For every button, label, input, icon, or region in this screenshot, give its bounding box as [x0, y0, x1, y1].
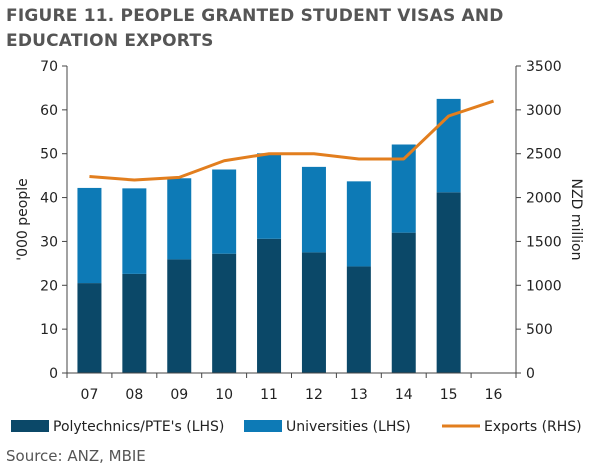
y-left-tick-label: 60	[40, 103, 58, 119]
y-left-tick-label: 0	[49, 366, 58, 382]
bar-universities-11	[257, 153, 282, 239]
source-note: Source: ANZ, MBIE	[6, 447, 146, 465]
bar-polytechnics-15	[436, 192, 461, 373]
legend-label-0: Polytechnics/PTE's (LHS)	[53, 419, 224, 435]
y-right-tick-label: 1500	[526, 234, 562, 250]
chart-title-line-2: EDUCATION EXPORTS	[6, 31, 214, 51]
x-tick-label-08: 08	[125, 387, 143, 403]
bar-universities-10	[212, 169, 237, 254]
bar-polytechnics-08	[122, 273, 147, 373]
bar-polytechnics-13	[346, 266, 371, 373]
chart-title-line-1: FIGURE 11. PEOPLE GRANTED STUDENT VISAS …	[6, 6, 504, 26]
x-tick-label-14: 14	[395, 387, 413, 403]
bar-universities-13	[346, 181, 371, 267]
bar-polytechnics-11	[257, 238, 282, 373]
x-tick-label-13: 13	[350, 387, 368, 403]
bar-universities-09	[167, 178, 192, 260]
y-axis-right-label: NZD million	[568, 179, 584, 261]
x-tick-label-10: 10	[215, 387, 233, 403]
chart-title: FIGURE 11. PEOPLE GRANTED STUDENT VISAS …	[6, 4, 594, 54]
axes-layer: 0 10 20 30 40 50 60 70 0 500 1000 1500 2000 2500 3000 3…	[15, 59, 584, 403]
x-tick-label-07: 07	[81, 387, 99, 403]
bar-universities-07	[77, 187, 102, 284]
x-tick-label-09: 09	[170, 387, 188, 403]
y-left-tick-label: 10	[40, 322, 58, 338]
y-left-tick-label: 30	[40, 234, 58, 250]
exports-line-layer	[89, 99, 495, 182]
bar-polytechnics-12	[301, 252, 326, 373]
x-tick-label-11: 11	[260, 387, 278, 403]
legend-swatch-1	[244, 420, 282, 432]
y-right-tick-label: 2500	[526, 147, 562, 163]
y-left-tick-label: 20	[40, 278, 58, 294]
y-axis-left-label: '000 people	[15, 178, 31, 260]
y-right-tick-label: 1000	[526, 278, 562, 294]
y-left-tick-label: 50	[40, 147, 58, 163]
y-left-tick-label: 70	[40, 59, 58, 75]
legend-label-2: Exports (RHS)	[484, 419, 582, 435]
exports-line	[89, 99, 495, 182]
y-right-tick-label: 3000	[526, 103, 562, 119]
y-right-tick-label: 2000	[526, 191, 562, 207]
bar-polytechnics-07	[77, 283, 102, 373]
bar-polytechnics-14	[391, 232, 416, 373]
x-tick-label-15: 15	[440, 387, 458, 403]
y-right-tick-label: 0	[526, 366, 535, 382]
y-right-tick-label: 3500	[526, 59, 562, 75]
x-tick-label-12: 12	[305, 387, 323, 403]
bar-universities-08	[122, 188, 147, 274]
bar-polytechnics-10	[212, 253, 237, 373]
bar-universities-12	[301, 166, 326, 253]
legend: Polytechnics/PTE's (LHS) Universities (LH…	[11, 419, 582, 435]
bar-polytechnics-09	[167, 259, 192, 373]
y-right-tick-label: 500	[526, 322, 553, 338]
x-tick-label-16: 16	[485, 387, 503, 403]
y-left-tick-label: 40	[40, 191, 58, 207]
bars-layer	[77, 98, 461, 373]
legend-swatch-0	[11, 420, 49, 432]
legend-label-1: Universities (LHS)	[286, 419, 411, 435]
